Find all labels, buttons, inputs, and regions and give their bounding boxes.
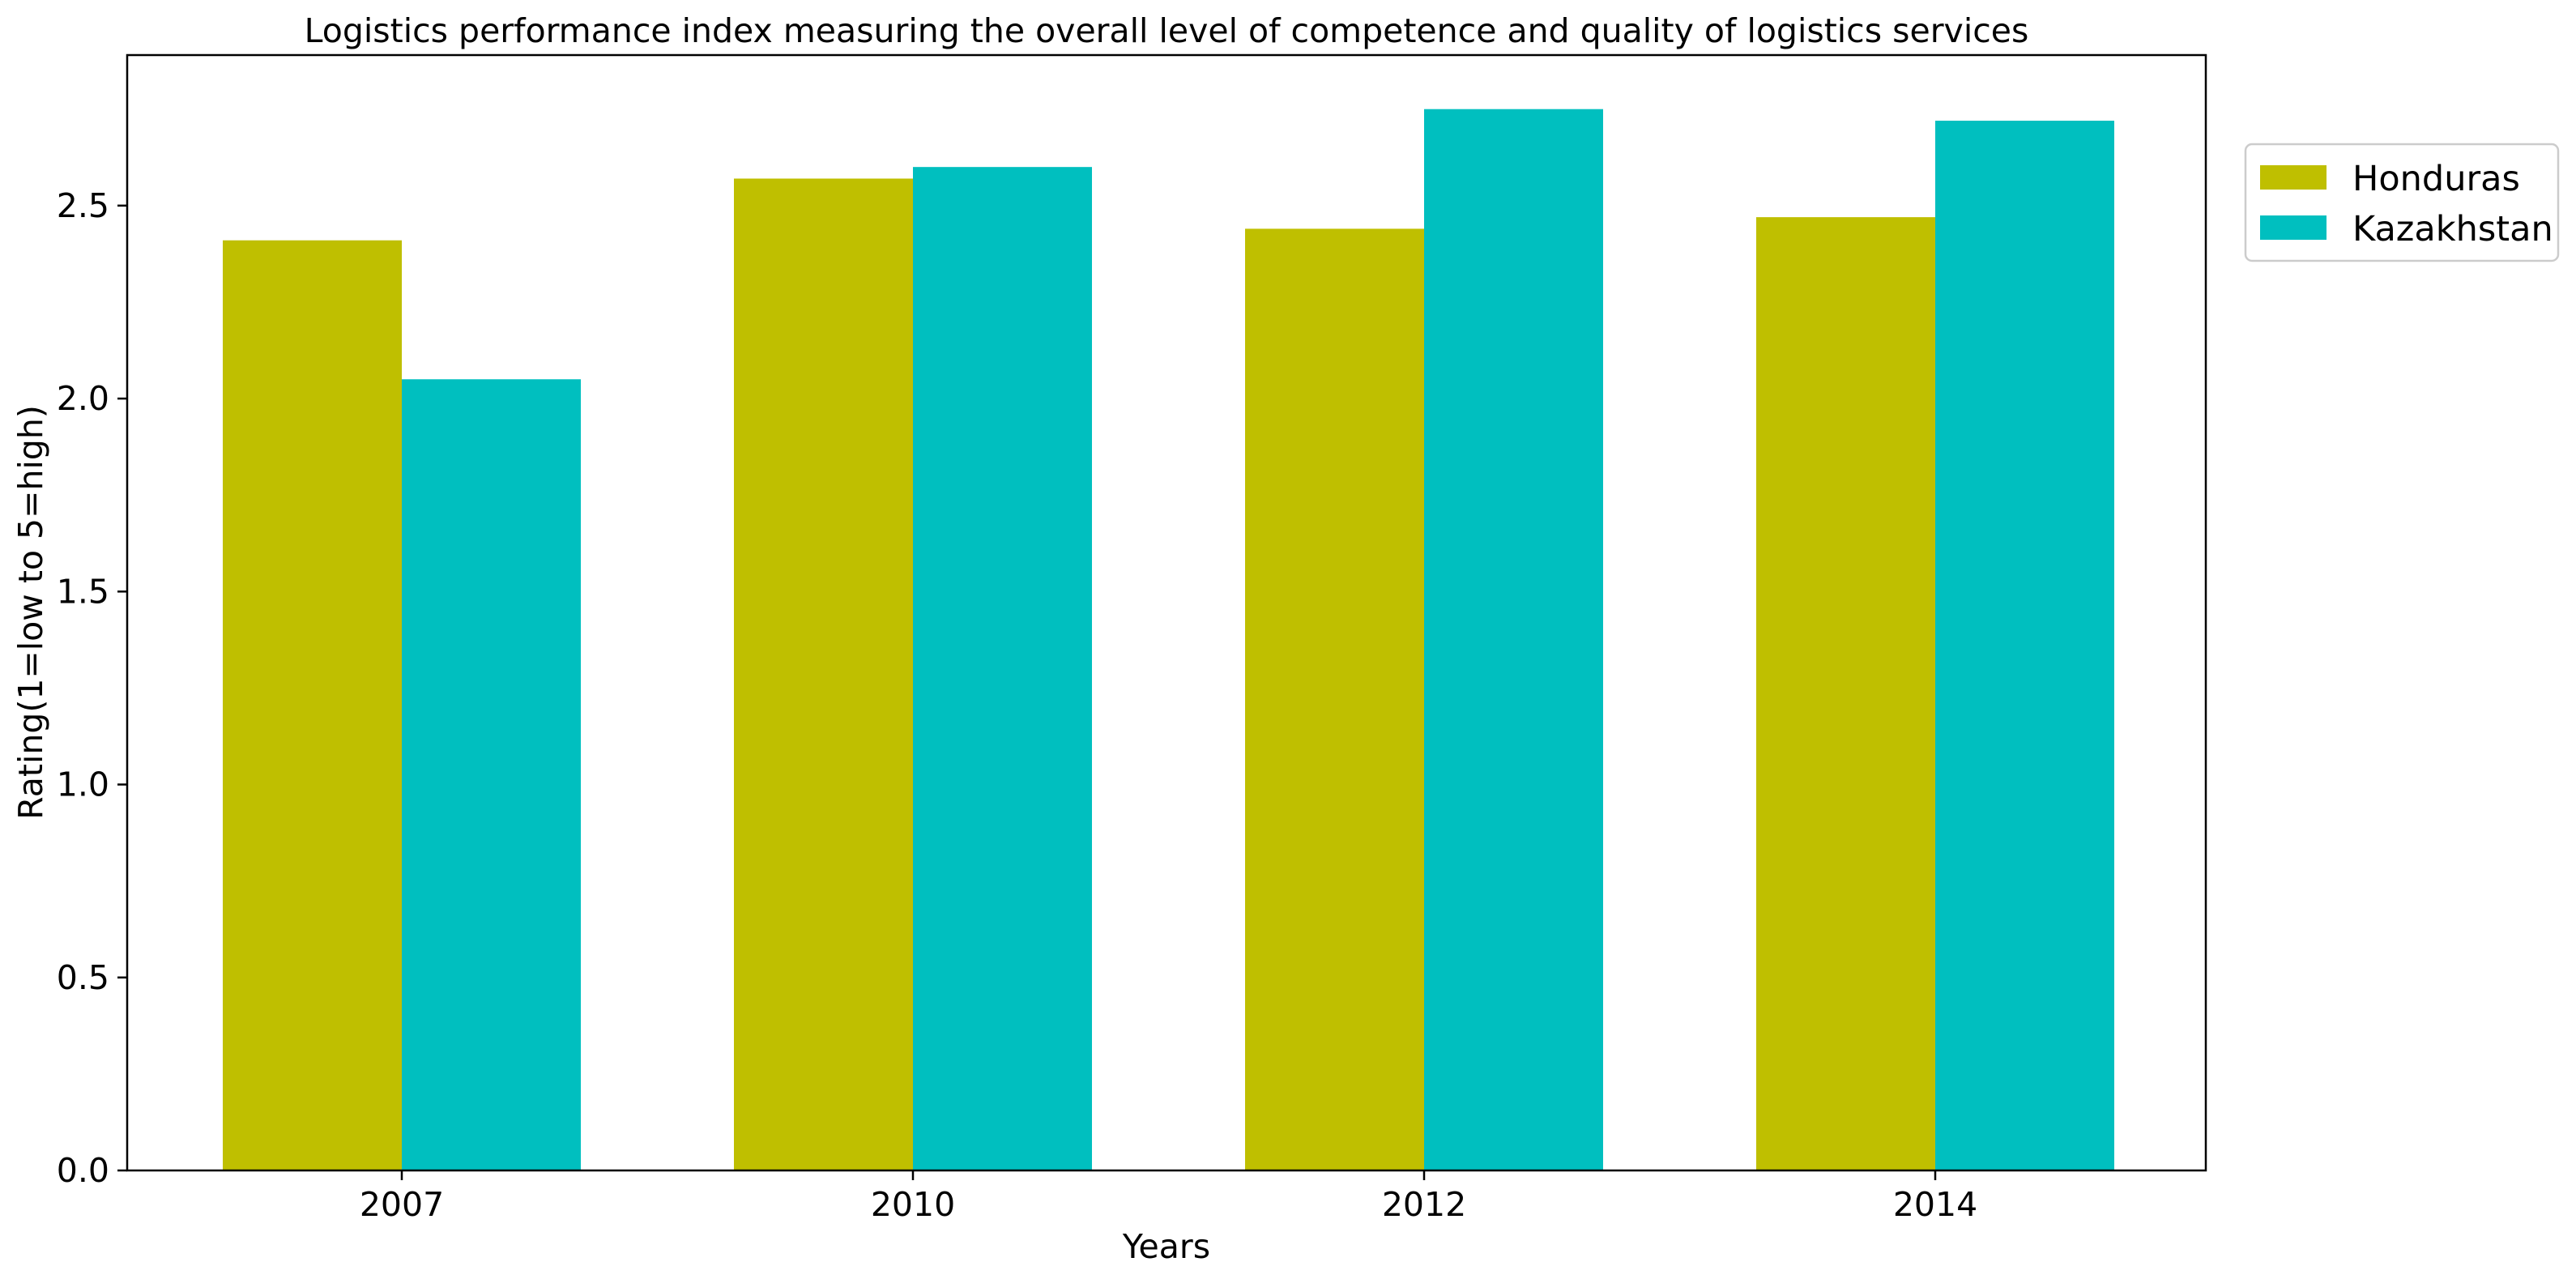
bar-honduras-2007 bbox=[223, 240, 402, 1171]
y-axis-label: Rating(1=low to 5=high) bbox=[11, 405, 50, 820]
bar-honduras-2012 bbox=[1245, 228, 1424, 1171]
legend-label: Kazakhstan bbox=[2352, 209, 2553, 249]
x-tick-label: 2012 bbox=[1382, 1185, 1466, 1224]
y-tick-label: 2.5 bbox=[57, 186, 109, 225]
bar-kazakhstan-2014 bbox=[1935, 121, 2114, 1170]
y-tick-label: 2.0 bbox=[57, 379, 109, 418]
bar-kazakhstan-2007 bbox=[402, 379, 581, 1170]
y-tick-label: 1.5 bbox=[57, 572, 109, 611]
y-tick-label: 0.5 bbox=[57, 958, 109, 997]
x-axis-label: Years bbox=[1122, 1227, 1210, 1266]
bar-honduras-2014 bbox=[1756, 217, 1935, 1170]
bar-kazakhstan-2010 bbox=[913, 167, 1092, 1170]
legend-label: Honduras bbox=[2352, 159, 2520, 199]
chart-title: Logistics performance index measuring th… bbox=[305, 11, 2029, 50]
legend-swatch bbox=[2260, 165, 2327, 190]
bar-honduras-2010 bbox=[734, 178, 913, 1170]
plot-frame bbox=[126, 53, 2207, 1172]
x-tick-label: 2014 bbox=[1893, 1185, 1977, 1224]
bar-kazakhstan-2012 bbox=[1424, 109, 1603, 1170]
legend: Honduras Kazakhstan bbox=[2244, 143, 2560, 262]
y-axis: 0.0 0.5 1.0 1.5 2.0 2.5 bbox=[57, 186, 127, 1190]
x-tick-label: 2007 bbox=[360, 1185, 444, 1224]
bars-group bbox=[223, 109, 2114, 1171]
y-tick-label: 1.0 bbox=[57, 765, 109, 804]
x-axis: 2007 2010 2012 2014 bbox=[360, 1170, 1977, 1224]
legend-swatch bbox=[2260, 215, 2327, 240]
y-tick-label: 0.0 bbox=[57, 1151, 109, 1190]
x-tick-label: 2010 bbox=[871, 1185, 955, 1224]
